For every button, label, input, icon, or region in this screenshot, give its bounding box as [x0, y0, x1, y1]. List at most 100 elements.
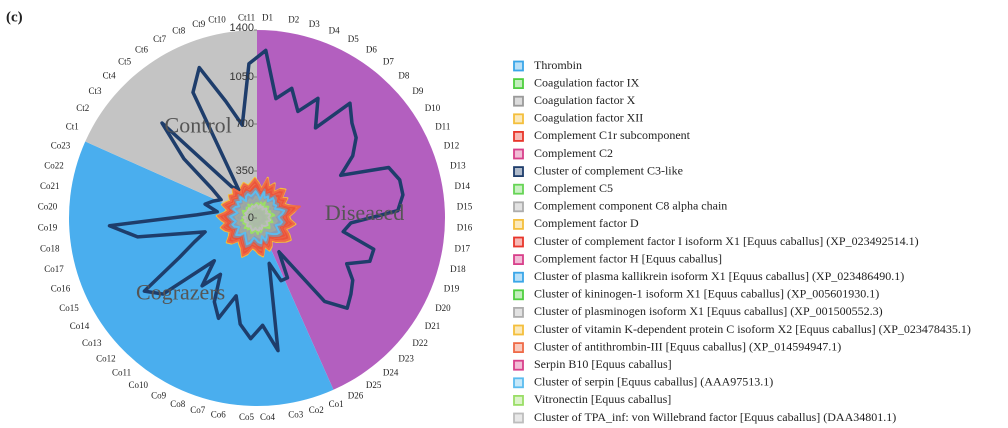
category-label: Co22 [44, 160, 64, 170]
legend-label: Complement C2 [534, 146, 613, 160]
group-label: Cograzers [136, 279, 225, 304]
legend-label: Cluster of kininogen-1 isoform X1 [Equus… [534, 287, 879, 301]
legend-label: Coagulation factor XII [534, 111, 643, 125]
legend-label: Thrombin [534, 58, 582, 72]
category-label: D11 [435, 121, 450, 131]
legend-label: Cluster of vitamin K-dependent protein C… [534, 322, 971, 336]
legend-swatch [513, 183, 524, 195]
category-label: Co18 [40, 243, 60, 253]
category-label: D23 [398, 353, 414, 363]
legend-swatch [513, 342, 524, 354]
legend-swatch [513, 166, 524, 178]
legend-label: Cluster of antithrombin-III [Equus cabal… [534, 339, 841, 353]
category-label: Co11 [112, 367, 131, 377]
category-label: D26 [348, 390, 364, 400]
category-label: Co1 [329, 399, 344, 409]
category-label: Co8 [170, 399, 186, 409]
category-label: D18 [450, 264, 466, 274]
category-label: Ct1 [66, 121, 79, 131]
legend-label: Vitronectin [Equus caballus] [534, 392, 671, 406]
category-label: Ct9 [192, 19, 206, 29]
group-sector [257, 30, 445, 390]
legend-swatch [513, 60, 524, 72]
category-label: D17 [455, 243, 471, 253]
legend-label: Coagulation factor IX [534, 75, 640, 89]
category-label: D2 [288, 15, 299, 25]
legend-label: Complement factor H [Equus caballus] [534, 251, 722, 265]
panel-label: (c) [6, 9, 23, 25]
category-label: Ct11 [238, 12, 255, 22]
legend-label: Complement component C8 alpha chain [534, 199, 727, 213]
legend-swatch [513, 359, 524, 371]
category-label: D9 [412, 86, 423, 96]
category-label: D5 [348, 34, 359, 44]
legend-swatch [513, 218, 524, 230]
category-label: Co14 [70, 321, 90, 331]
category-label: Ct4 [103, 71, 117, 81]
legend-swatch [513, 201, 524, 213]
category-label: Co21 [40, 181, 60, 191]
category-label: D8 [398, 71, 409, 81]
legend-label: Cluster of serpin [Equus caballus] (AAA9… [534, 375, 773, 389]
category-label: D13 [450, 160, 466, 170]
legend-label: Complement C1r subcomponent [534, 128, 691, 142]
category-label: D20 [435, 303, 451, 313]
legend-swatch [513, 113, 524, 125]
category-label: Co15 [59, 303, 79, 313]
category-label: Co6 [211, 410, 227, 420]
category-label: Ct8 [172, 25, 186, 35]
category-label: D14 [455, 181, 471, 191]
category-label: D10 [425, 103, 441, 113]
category-label: Co10 [129, 380, 149, 390]
category-label: Co23 [51, 140, 71, 150]
group-sector [68, 141, 334, 406]
legend-label: Complement factor D [534, 216, 639, 230]
category-label: Co13 [82, 338, 102, 348]
category-label: D16 [457, 223, 473, 233]
legend-label: Complement C5 [534, 181, 613, 195]
legend-swatch [513, 377, 524, 389]
category-label: Co4 [260, 412, 276, 422]
category-label: D25 [366, 380, 382, 390]
legend-swatch [513, 148, 524, 160]
category-label: D12 [444, 140, 460, 150]
category-label: D24 [383, 367, 399, 377]
category-label: Ct5 [118, 57, 132, 67]
legend-swatch [513, 95, 524, 107]
legend-swatch [513, 306, 524, 318]
category-label: D19 [444, 284, 460, 294]
category-label: Co3 [288, 410, 304, 420]
group-label: Control [165, 112, 232, 137]
series-area [242, 203, 272, 232]
legend-swatch [513, 254, 524, 266]
legend-swatch [513, 271, 524, 283]
series-areas [107, 48, 405, 353]
legend-label: Serpin B10 [Equus caballus] [534, 357, 672, 371]
radial-tick-label: 350 [236, 165, 254, 177]
category-label: Co12 [96, 353, 116, 363]
category-label: Ct7 [153, 34, 167, 44]
legend-label: Cluster of plasminogen isoform X1 [Equus… [534, 304, 883, 318]
category-label: Co20 [38, 202, 58, 212]
legend-label: Cluster of complement C3-like [534, 163, 683, 177]
legend-swatch [513, 78, 524, 89]
category-label: Ct2 [76, 103, 89, 113]
legend-label: Cluster of TPA_inf: von Willebrand facto… [534, 410, 896, 424]
category-label: D1 [262, 12, 273, 22]
category-label: D7 [383, 57, 394, 67]
legend-swatch [513, 394, 524, 406]
category-label: Ct10 [208, 15, 226, 25]
legend-label: Coagulation factor X [534, 93, 636, 107]
category-label: D21 [425, 321, 441, 331]
category-label: Ct6 [135, 44, 149, 54]
legend-label: Cluster of complement factor I isoform X… [534, 234, 919, 248]
category-label: D3 [309, 19, 320, 29]
legend-swatch [513, 412, 524, 424]
category-label: Co17 [44, 264, 64, 274]
category-label: Co16 [51, 284, 71, 294]
legend-swatch [513, 289, 524, 301]
category-label: Co19 [38, 223, 58, 233]
legend-swatch [513, 324, 524, 336]
series-area [107, 48, 405, 353]
